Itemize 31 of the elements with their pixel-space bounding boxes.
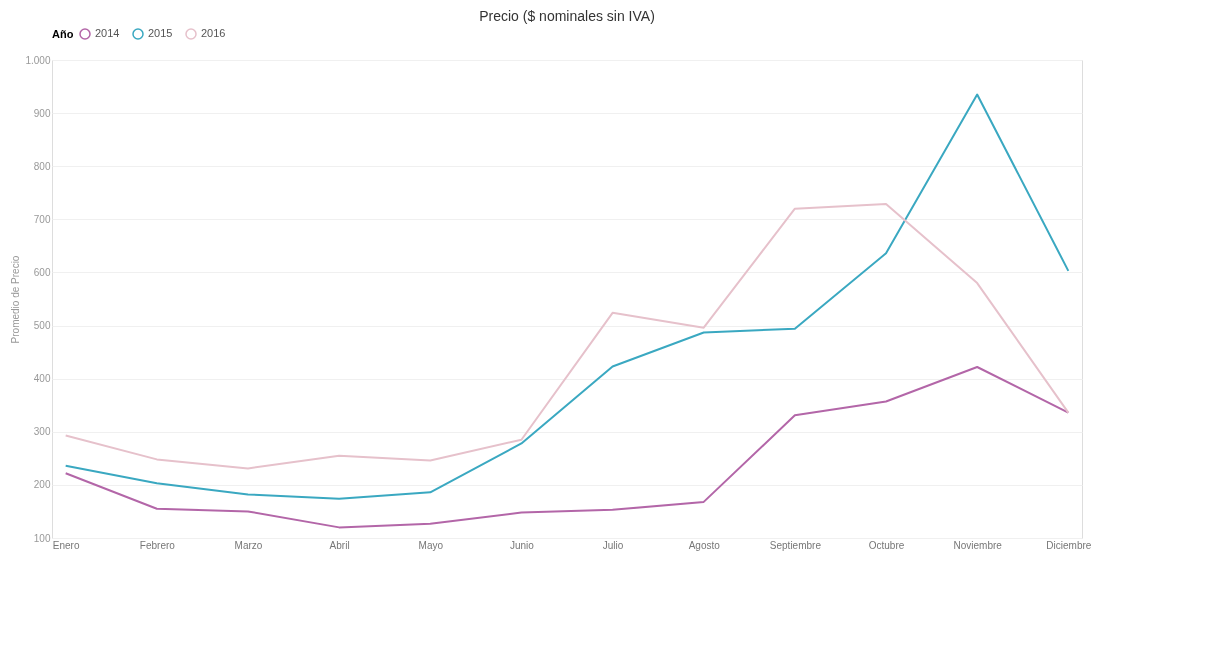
y-tick-label: 500: [33, 320, 51, 332]
y-tick-label: 200: [33, 479, 51, 491]
legend-title: Año: [52, 28, 74, 40]
y-tick-label: 700: [33, 213, 51, 225]
y-tick-label: 1.000: [25, 54, 51, 66]
legend-label: 2015: [148, 27, 173, 39]
x-tick-label: Octubre: [868, 539, 905, 551]
line-series: [64, 202, 1070, 470]
y-axis-title: Promedio de Precio: [10, 255, 22, 344]
legend-label: 2014: [95, 27, 120, 39]
x-tick-label: Septiembre: [769, 539, 822, 551]
y-tick-label: 100: [33, 532, 51, 544]
x-tick-label: Mayo: [418, 539, 444, 551]
y-tick-label: 300: [33, 426, 51, 438]
x-tick-label: Noviembre: [953, 539, 1003, 551]
legend-label: 2016: [201, 27, 226, 39]
x-tick-label: Marzo: [234, 539, 263, 551]
x-tick-label: Diciembre: [1046, 539, 1092, 551]
line-series: [64, 365, 1070, 529]
line-series: [64, 93, 1070, 500]
y-tick-label: 900: [33, 107, 51, 119]
x-tick-label: Junio: [509, 539, 535, 551]
x-tick-label: Abril: [329, 539, 350, 551]
y-tick-label: 800: [33, 160, 51, 172]
x-tick-label: Julio: [602, 539, 624, 551]
x-tick-label: Agosto: [688, 539, 721, 551]
y-tick-label: 400: [33, 373, 51, 385]
x-tick-label: Febrero: [139, 539, 176, 551]
x-tick-label: Enero: [52, 539, 80, 551]
chart-title: Precio ($ nominales sin IVA): [479, 8, 655, 24]
y-tick-label: 600: [33, 266, 51, 278]
